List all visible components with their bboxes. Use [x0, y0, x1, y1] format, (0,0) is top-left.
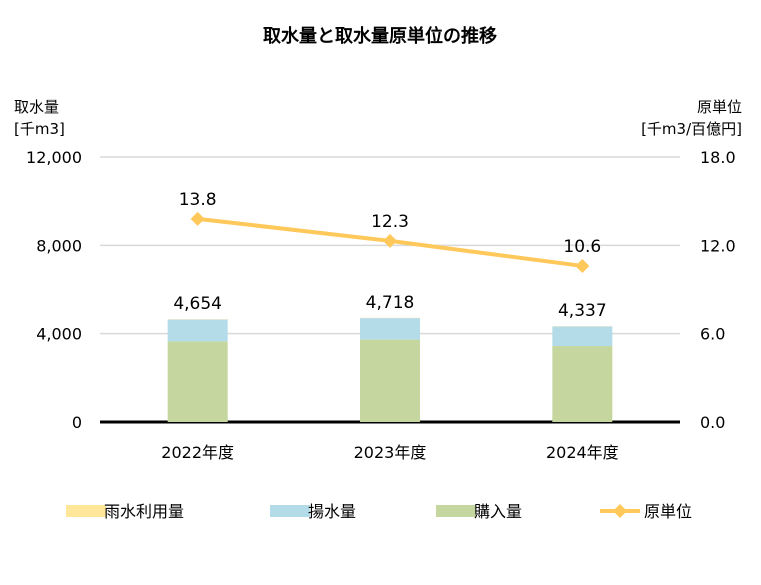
legend-swatch	[66, 505, 106, 517]
line-data-label: 12.3	[371, 212, 409, 232]
legend-marker	[613, 504, 627, 518]
left-axis-label-1: 取水量	[14, 98, 59, 116]
bar-購入量	[552, 346, 613, 422]
left-tick-label: 4,000	[36, 325, 82, 344]
bar-揚水量	[360, 318, 420, 340]
right-tick-label: 12.0	[700, 236, 736, 255]
legend-label: 購入量	[474, 502, 522, 521]
bar-購入量	[360, 339, 420, 422]
bar-total-label: 4,337	[558, 301, 607, 321]
left-axis-label-2: [千m3]	[14, 120, 65, 138]
legend-label: 雨水利用量	[104, 502, 184, 521]
right-axis-label-2: [千m3/百億円]	[641, 120, 742, 138]
legend-swatch	[436, 505, 476, 517]
right-axis-label-1: 原単位	[697, 98, 742, 116]
left-tick-label: 12,000	[26, 148, 82, 167]
legend-label: 原単位	[644, 502, 692, 521]
left-tick-label: 8,000	[36, 236, 82, 255]
line-marker	[575, 258, 590, 273]
line-data-label: 13.8	[179, 190, 217, 210]
line-marker	[383, 233, 397, 248]
category-label: 2023年度	[354, 443, 427, 462]
bar-揚水量	[552, 326, 613, 347]
category-label: 2022年度	[161, 443, 234, 462]
category-label: 2024年度	[546, 443, 619, 462]
legend-label: 揚水量	[308, 502, 356, 521]
bar-total-label: 4,718	[366, 293, 415, 313]
right-tick-label: 18.0	[700, 148, 736, 167]
line-marker	[190, 211, 205, 226]
line-data-label: 10.6	[563, 237, 601, 257]
left-tick-label: 0	[72, 413, 82, 432]
legend-swatch	[270, 505, 310, 517]
bar-揚水量	[167, 319, 228, 342]
right-tick-label: 0.0	[700, 413, 725, 432]
right-tick-label: 6.0	[700, 325, 725, 344]
bar-total-label: 4,654	[173, 294, 222, 314]
chart-title: 取水量と取水量原単位の推移	[263, 25, 497, 47]
bar-購入量	[167, 341, 228, 422]
